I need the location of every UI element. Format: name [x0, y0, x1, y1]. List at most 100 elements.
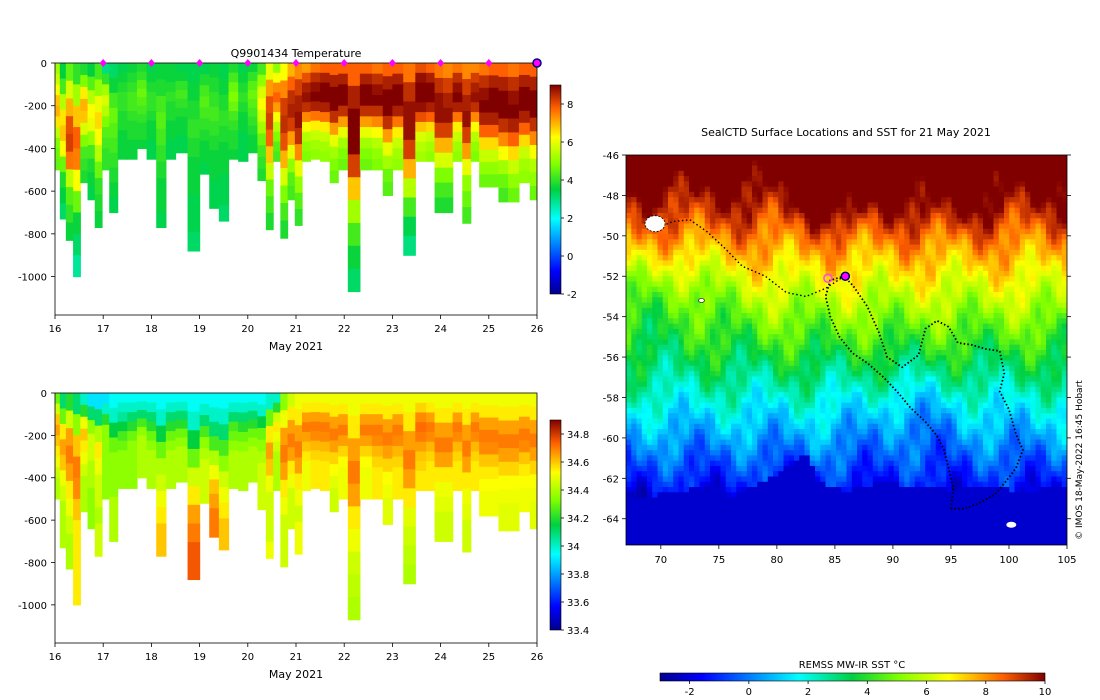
- temp-cell: [310, 101, 321, 112]
- sst-cell: [720, 281, 727, 288]
- sst-cell: [631, 155, 638, 161]
- sst-cell: [699, 313, 706, 319]
- sst-cell: [888, 360, 895, 367]
- temp-cell: [73, 127, 81, 150]
- sst-cell: [746, 355, 753, 362]
- sst-cell: [657, 281, 664, 288]
- sst-cell: [935, 155, 942, 161]
- sal-cell: [87, 420, 96, 435]
- sal-cell: [479, 405, 490, 419]
- sst-cell: [998, 281, 1005, 288]
- sst-cell: [1051, 344, 1058, 351]
- sal-cell: [294, 393, 303, 410]
- salinity-colorbar: [549, 419, 562, 631]
- sst-cell: [731, 292, 737, 298]
- sst-cell: [752, 302, 758, 309]
- sst-cell: [783, 181, 790, 188]
- sal-cell: [209, 493, 220, 509]
- profile-marker: [196, 59, 204, 67]
- sst-cell: [783, 197, 790, 204]
- sst-cell: [988, 155, 995, 161]
- sst-cell: [956, 255, 963, 262]
- sst-cell: [773, 186, 779, 193]
- sal-cell: [488, 479, 500, 492]
- sal-cell: [287, 433, 296, 448]
- sst-cell: [836, 318, 842, 325]
- sst-cell: [720, 276, 727, 283]
- sst-cell: [668, 207, 674, 214]
- sst-cell: [851, 207, 858, 214]
- temp-cell: [165, 91, 177, 103]
- sst-cell: [993, 218, 1000, 225]
- sst-cell: [972, 371, 979, 377]
- sst-cell: [668, 323, 674, 330]
- sst-cell: [983, 297, 989, 304]
- sst-cell: [836, 365, 842, 372]
- sst-cell: [972, 350, 979, 356]
- sst-cell: [1019, 328, 1026, 335]
- sst-cell: [1014, 281, 1021, 288]
- sst-cell: [794, 334, 800, 341]
- sst-cell: [699, 218, 706, 225]
- sst-cell: [862, 365, 869, 372]
- sst-cell: [788, 381, 795, 388]
- sal-cell: [443, 437, 454, 453]
- sst-cell: [673, 212, 680, 219]
- sst-cell: [983, 365, 989, 372]
- sst-cell: [1030, 328, 1037, 335]
- sst-cell: [736, 186, 743, 193]
- sst-cell: [1014, 339, 1021, 346]
- sst-cell: [830, 344, 837, 351]
- sst-cell: [804, 234, 811, 240]
- sal-cell: [59, 532, 67, 549]
- sst-cell: [1014, 318, 1021, 325]
- sst-cell: [841, 186, 848, 193]
- sst-cell: [1009, 244, 1016, 251]
- sst-cell: [1046, 313, 1052, 319]
- sst-cell: [778, 202, 785, 209]
- sst-cell: [694, 212, 701, 219]
- sst-cell: [846, 344, 853, 351]
- sst-cell: [746, 244, 753, 251]
- temp-cell: [488, 174, 500, 188]
- sal-cell: [294, 537, 303, 555]
- sst-cell: [872, 265, 879, 272]
- temp-cell: [87, 117, 96, 132]
- sst-cell: [773, 191, 779, 198]
- sal-cell: [452, 441, 463, 453]
- sst-cell: [1040, 297, 1047, 304]
- sst-cell: [836, 176, 842, 182]
- sst-cell: [1046, 339, 1052, 346]
- sst-cell: [909, 223, 916, 230]
- sst-cell: [767, 197, 774, 204]
- sst-cell: [757, 239, 764, 246]
- sst-cell: [941, 155, 947, 161]
- temp-cell: [529, 76, 537, 91]
- temp-cell: [265, 179, 274, 197]
- sst-cell: [809, 371, 816, 377]
- sst-cell: [652, 371, 659, 377]
- sst-cell: [1014, 355, 1021, 362]
- sst-cell: [731, 360, 737, 367]
- sst-cell: [851, 381, 858, 388]
- sst-cell: [1009, 313, 1016, 319]
- sal-cell: [280, 479, 289, 498]
- sst-cell: [888, 249, 895, 256]
- sst-cell: [668, 270, 674, 277]
- sst-cell: [746, 155, 753, 161]
- sst-cell: [752, 365, 758, 372]
- sst-cell: [1035, 371, 1042, 377]
- sst-cell: [731, 281, 737, 288]
- sst-cell: [1004, 360, 1010, 367]
- sst-cell: [715, 360, 722, 367]
- sst-cell: [741, 260, 748, 267]
- sst-cell: [878, 307, 884, 314]
- sst-cell: [956, 328, 963, 335]
- sst-cell: [773, 297, 779, 304]
- sst-cell: [1035, 249, 1042, 256]
- sst-cell: [647, 365, 653, 372]
- sst-cell: [1040, 339, 1047, 346]
- sst-cell: [657, 265, 664, 272]
- sal-cell: [382, 471, 393, 486]
- sst-cell: [836, 302, 842, 309]
